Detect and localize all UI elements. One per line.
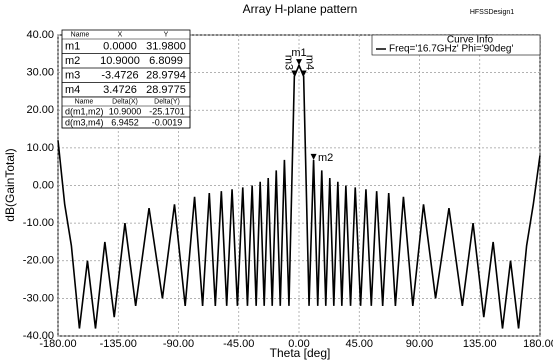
- chart-title: Array H-plane pattern: [243, 2, 358, 16]
- y-tick-label: 30.00: [26, 67, 54, 79]
- marker-label: m2: [318, 152, 333, 164]
- y-axis-title: dB(GainTotal): [3, 148, 17, 221]
- table-cell: 10.9000: [100, 55, 140, 67]
- x-tick-label: 135.00: [463, 338, 497, 350]
- table-row: [61, 116, 191, 129]
- table-header: Y: [164, 31, 169, 38]
- table-cell: m4: [65, 84, 80, 96]
- table-cell: 6.9452: [111, 117, 139, 127]
- y-tick-label: 10.00: [26, 142, 54, 154]
- table-cell: -3.4726: [101, 70, 138, 82]
- marker-label: m4: [304, 55, 316, 70]
- table-cell: 28.9775: [146, 84, 186, 96]
- y-tick-label: -40.00: [23, 330, 54, 342]
- y-tick-label: -20.00: [23, 255, 54, 267]
- x-tick-label: -90.00: [163, 338, 194, 350]
- y-tick-label: 40.00: [26, 29, 54, 41]
- x-tick-label: -180.00: [39, 338, 76, 350]
- table-cell: m3: [65, 70, 80, 82]
- legend-label: Freq='16.7GHz' Phi='90deg': [389, 44, 513, 55]
- table-header: Name: [75, 98, 94, 105]
- table-header: Name: [71, 31, 90, 38]
- table-cell: 6.8099: [149, 55, 183, 67]
- legend-box: [371, 34, 541, 56]
- legend-title: Curve Info: [447, 35, 494, 46]
- watermark: HFSSDesign1: [470, 9, 514, 16]
- x-tick-label: 180.00: [523, 338, 553, 350]
- table-cell: d(m3,m4): [65, 117, 104, 127]
- marker-label: m3: [282, 55, 294, 70]
- marker-point: [300, 70, 307, 77]
- table-cell: m2: [65, 55, 80, 67]
- y-tick-label: 20.00: [26, 104, 54, 116]
- marker-point: [291, 70, 298, 77]
- marker-point: [310, 153, 317, 160]
- x-tick-label: -135.00: [100, 338, 137, 350]
- x-tick-label: 45.00: [345, 338, 373, 350]
- y-tick-label: -10.00: [23, 217, 54, 229]
- table-cell: 0.0000: [103, 41, 137, 53]
- x-tick-label: 90.00: [406, 338, 434, 350]
- x-tick-label: 0.00: [288, 338, 309, 350]
- table-header: X: [118, 31, 123, 38]
- table-header: Delta(Y): [154, 98, 180, 105]
- y-tick-label: 0.00: [33, 179, 54, 191]
- marker-label: m1: [291, 47, 306, 59]
- table-cell: m1: [65, 41, 80, 53]
- marker-point: [296, 59, 302, 66]
- y-tick-label: -30.00: [23, 292, 54, 304]
- table-box: [61, 29, 191, 98]
- table-cell: -25.1701: [149, 106, 185, 116]
- table-header: Delta(X): [112, 98, 138, 105]
- table-cell: d(m1,m2): [65, 106, 104, 116]
- table-cell: 3.4726: [103, 84, 137, 96]
- table-cell: 31.9800: [146, 41, 186, 53]
- series-line: [57, 63, 541, 329]
- table-cell: -0.0019: [152, 117, 183, 127]
- table-cell: 10.9000: [109, 106, 142, 116]
- x-tick-label: -45.00: [223, 338, 254, 350]
- table-cell: 28.9794: [146, 70, 186, 82]
- x-axis-title: Theta [deg]: [270, 346, 331, 360]
